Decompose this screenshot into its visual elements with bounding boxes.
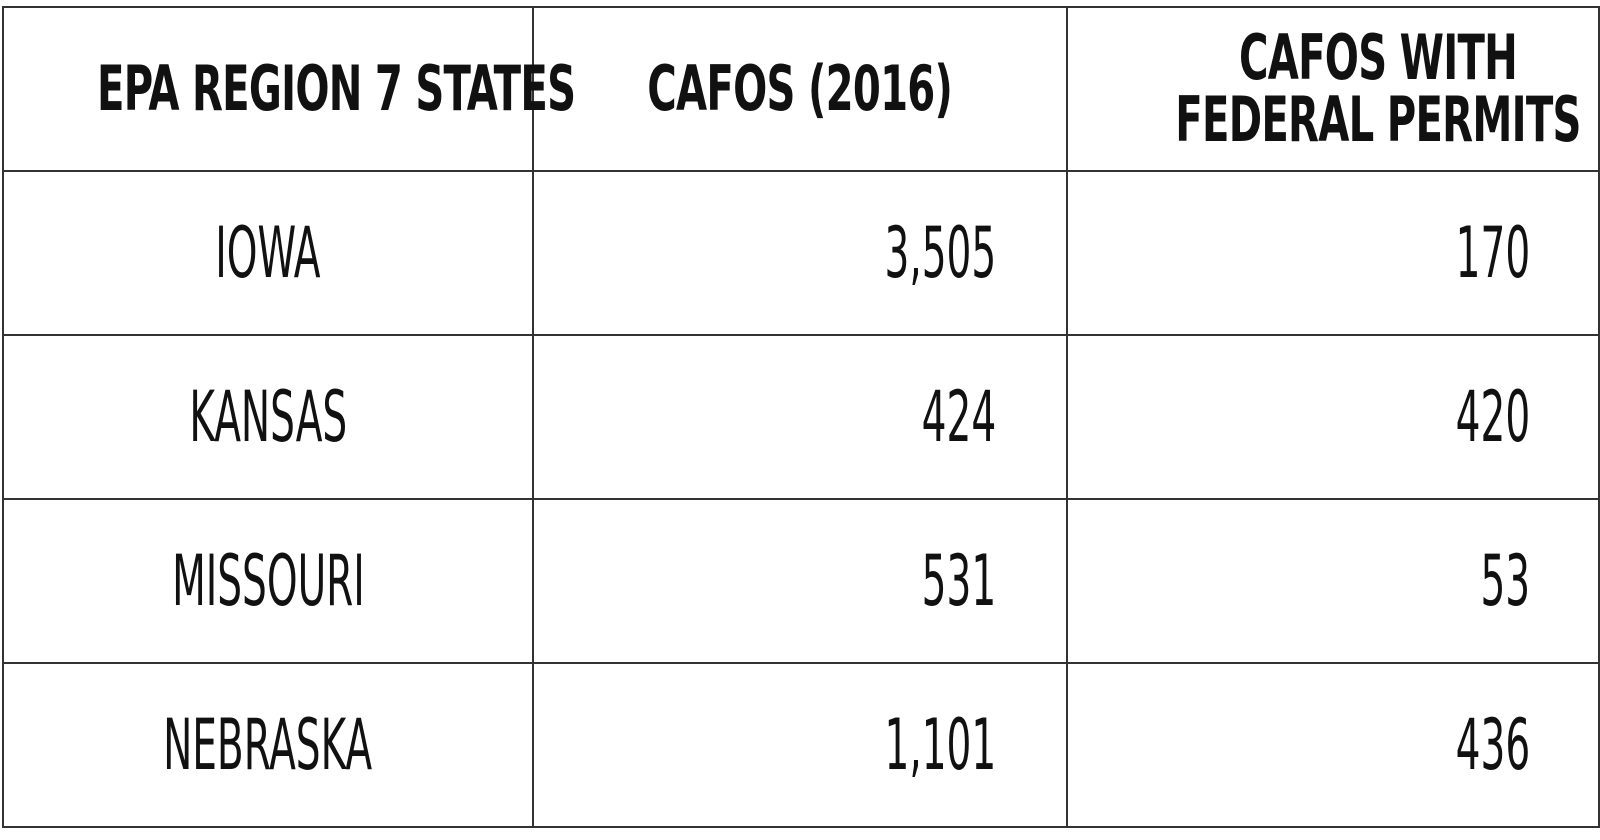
column-header-cafos-2016-label: CAFOS (2016) bbox=[647, 52, 954, 125]
state-cell: MISSOURI bbox=[2, 498, 534, 664]
cafo-table: EPA REGION 7 STATES CAFOS (2016) CAFOS W… bbox=[2, 6, 1600, 828]
federal-permits-cell: 420 bbox=[1066, 334, 1600, 500]
state-name: IOWA bbox=[215, 212, 321, 294]
table-row: NEBRASKA 1,101 436 bbox=[2, 662, 1600, 828]
state-name: MISSOURI bbox=[171, 540, 365, 622]
cafos-2016-cell: 1,101 bbox=[532, 662, 1068, 828]
cafos-2016-cell: 531 bbox=[532, 498, 1068, 664]
table-row: IOWA 3,505 170 bbox=[2, 170, 1600, 336]
state-cell: IOWA bbox=[2, 170, 534, 336]
cafos-2016-value: 3,505 bbox=[884, 212, 996, 294]
column-header-states-label: EPA REGION 7 STATES bbox=[96, 52, 576, 125]
state-name: KANSAS bbox=[189, 376, 347, 458]
table-header: EPA REGION 7 STATES CAFOS (2016) CAFOS W… bbox=[2, 6, 1600, 172]
cafos-2016-value: 531 bbox=[921, 540, 996, 622]
table-row: KANSAS 424 420 bbox=[2, 334, 1600, 500]
cafos-2016-value: 1,101 bbox=[884, 704, 996, 786]
cafos-2016-cell: 424 bbox=[532, 334, 1068, 500]
column-header-cafos-2016: CAFOS (2016) bbox=[532, 6, 1068, 172]
federal-permits-cell: 436 bbox=[1066, 662, 1600, 828]
federal-permits-cell: 53 bbox=[1066, 498, 1600, 664]
state-cell: NEBRASKA bbox=[2, 662, 534, 828]
federal-permits-value: 420 bbox=[1455, 376, 1530, 458]
state-cell: KANSAS bbox=[2, 334, 534, 500]
table-row: MISSOURI 531 53 bbox=[2, 498, 1600, 664]
cafos-2016-value: 424 bbox=[921, 376, 996, 458]
column-header-federal-permits: CAFOS WITH FEDERAL PERMITS bbox=[1066, 6, 1600, 172]
federal-permits-value: 53 bbox=[1480, 540, 1530, 622]
cafos-2016-cell: 3,505 bbox=[532, 170, 1068, 336]
table-body: IOWA 3,505 170 KANSAS 424 420 MISSOURI 5… bbox=[2, 170, 1600, 828]
federal-permits-value: 436 bbox=[1455, 704, 1530, 786]
header-row: EPA REGION 7 STATES CAFOS (2016) CAFOS W… bbox=[2, 6, 1600, 172]
state-name: NEBRASKA bbox=[163, 704, 373, 786]
federal-permits-value: 170 bbox=[1455, 212, 1530, 294]
federal-permits-cell: 170 bbox=[1066, 170, 1600, 336]
column-header-states: EPA REGION 7 STATES bbox=[2, 6, 576, 172]
column-header-federal-permits-label: CAFOS WITH FEDERAL PERMITS bbox=[1175, 21, 1581, 156]
